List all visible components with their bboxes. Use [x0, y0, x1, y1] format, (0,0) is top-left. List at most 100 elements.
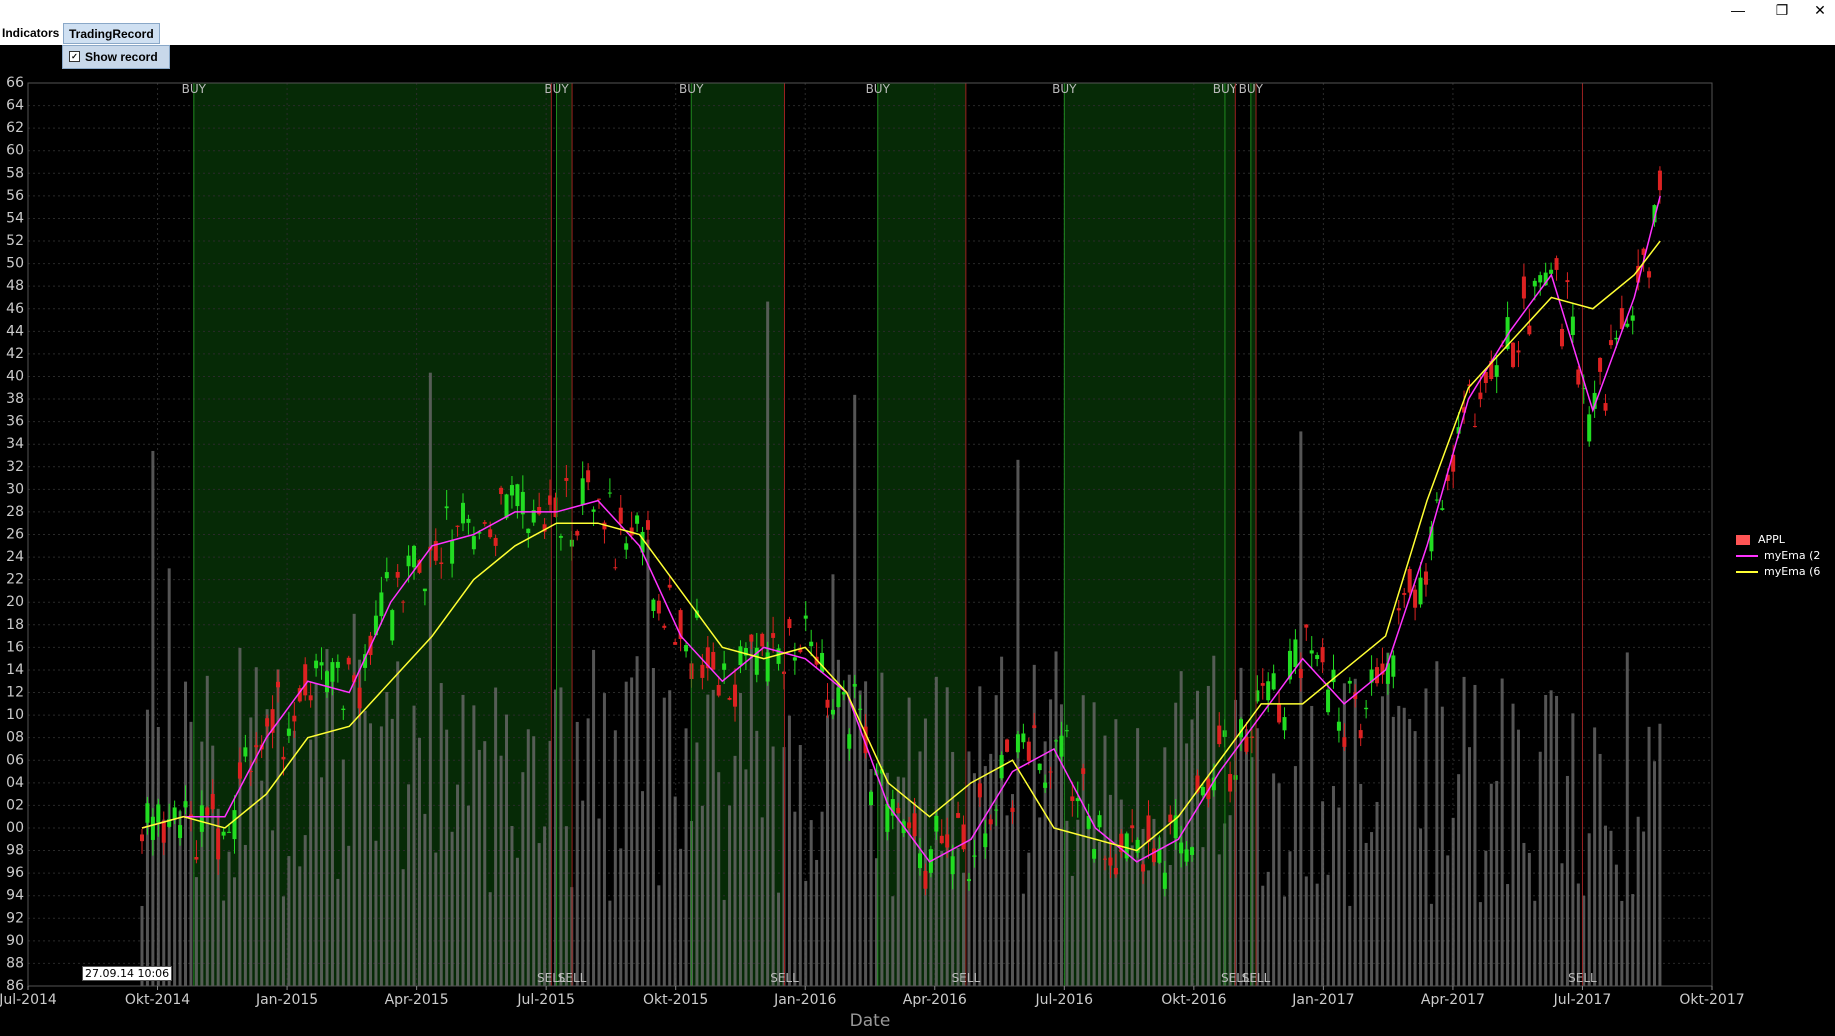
candle-body [1434, 499, 1439, 501]
candle-body [1119, 833, 1124, 853]
candle-body [575, 531, 580, 536]
x-tick-label: Jul-2015 [516, 992, 575, 1008]
volume-bar [1647, 726, 1651, 986]
candle-body [722, 663, 727, 670]
candle-body [1141, 864, 1146, 872]
candle-body [727, 697, 732, 700]
volume-bar [1625, 652, 1629, 986]
candle-body [716, 685, 721, 696]
candle-body [945, 834, 950, 848]
volume-bar [1620, 900, 1624, 986]
candle-body [1598, 357, 1603, 372]
volume-bar [532, 736, 536, 986]
volume-bar [543, 826, 547, 986]
volume-bar [1032, 664, 1036, 986]
candle-body [384, 572, 389, 579]
volume-bar [978, 686, 982, 986]
candle-body [1467, 384, 1472, 387]
candle-body [401, 601, 406, 603]
candle-body [232, 810, 237, 840]
candle-body [1619, 308, 1624, 329]
volume-bar [597, 818, 601, 986]
volume-bar [1457, 774, 1461, 986]
volume-bar [1440, 706, 1444, 986]
volume-bar [722, 899, 726, 986]
volume-bar [1419, 828, 1423, 986]
candle-body [221, 831, 226, 836]
volume-bar [1560, 863, 1564, 986]
x-tick-label: Jul-2014 [0, 992, 57, 1008]
candle-body [765, 652, 770, 682]
y-tick-label: 58 [6, 165, 24, 181]
volume-bar [1391, 716, 1395, 986]
volume-bar [1087, 823, 1091, 986]
volume-bar [1293, 766, 1297, 986]
candle-body [684, 645, 689, 652]
x-tick-label: Okt-2015 [643, 992, 708, 1008]
volume-bar [962, 872, 966, 986]
restore-icon[interactable]: ❐ [1775, 2, 1789, 18]
volume-bar [330, 676, 334, 986]
price-chart[interactable]: BUY BUY BUY BUY BUY BUY BUY SELL SELL SELL SELL SEL… [0, 45, 1835, 1031]
volume-bar [1283, 896, 1287, 986]
candle-body [1026, 741, 1031, 761]
sell-label: SELL [770, 971, 799, 985]
volume-bar [1506, 884, 1510, 986]
candle-body [602, 522, 607, 530]
volume-bar [1370, 832, 1374, 986]
volume-bar [1266, 871, 1270, 986]
candle-body [635, 515, 640, 524]
buy-label: BUY [1239, 82, 1264, 96]
candle-body [760, 633, 765, 647]
volume-bar [787, 715, 791, 986]
volume-bar [271, 830, 275, 986]
candle-body [1184, 849, 1189, 862]
y-tick-label: 28 [6, 504, 24, 520]
menu-indicators[interactable]: Indicators [2, 26, 60, 40]
y-tick-label: 26 [6, 527, 24, 543]
volume-bar [1201, 847, 1205, 986]
checkbox-icon[interactable]: ✓ [69, 51, 80, 63]
volume-bar [396, 661, 400, 986]
candle-body [1625, 323, 1630, 327]
volume-bar [1408, 718, 1412, 986]
volume-bar [184, 681, 188, 986]
minimize-icon[interactable]: — [1731, 2, 1745, 18]
volume-bar [679, 848, 683, 986]
volume-bar [1005, 815, 1009, 986]
x-axis-label: Date [850, 1011, 891, 1031]
candle-body [227, 831, 232, 833]
volume-bar [608, 900, 612, 986]
volume-bar [1609, 830, 1613, 986]
candle-body [1151, 848, 1156, 863]
menu-tradingrecord[interactable]: TradingRecord [63, 23, 160, 44]
candle-body [1385, 663, 1390, 684]
candle-body [781, 671, 786, 674]
candle-body [1391, 655, 1396, 677]
candle-body [988, 819, 993, 825]
candle-body [1657, 170, 1662, 191]
candle-body [825, 699, 830, 708]
candle-body [792, 657, 797, 661]
volume-bar [1598, 753, 1602, 986]
candle-body [1581, 388, 1586, 390]
candle-body [1157, 848, 1162, 863]
volume-bar [249, 717, 253, 986]
candle-body [613, 567, 618, 569]
volume-bar [1473, 684, 1477, 986]
y-tick-label: 34 [6, 436, 24, 452]
show-record-menu-item[interactable]: ✓ Show record [62, 45, 170, 69]
volume-bar [1272, 773, 1276, 986]
candle-body [1190, 847, 1195, 855]
candle-body [1043, 782, 1048, 788]
volume-bar [798, 745, 802, 986]
candle-body [934, 815, 939, 832]
close-icon[interactable]: ✕ [1814, 2, 1826, 18]
volume-bar [1380, 696, 1384, 986]
y-tick-label: 38 [6, 391, 24, 407]
candle-body [455, 525, 460, 527]
candle-body [700, 664, 705, 678]
candle-body [1336, 721, 1341, 731]
candle-body [1511, 342, 1516, 368]
volume-bar [1424, 688, 1428, 986]
